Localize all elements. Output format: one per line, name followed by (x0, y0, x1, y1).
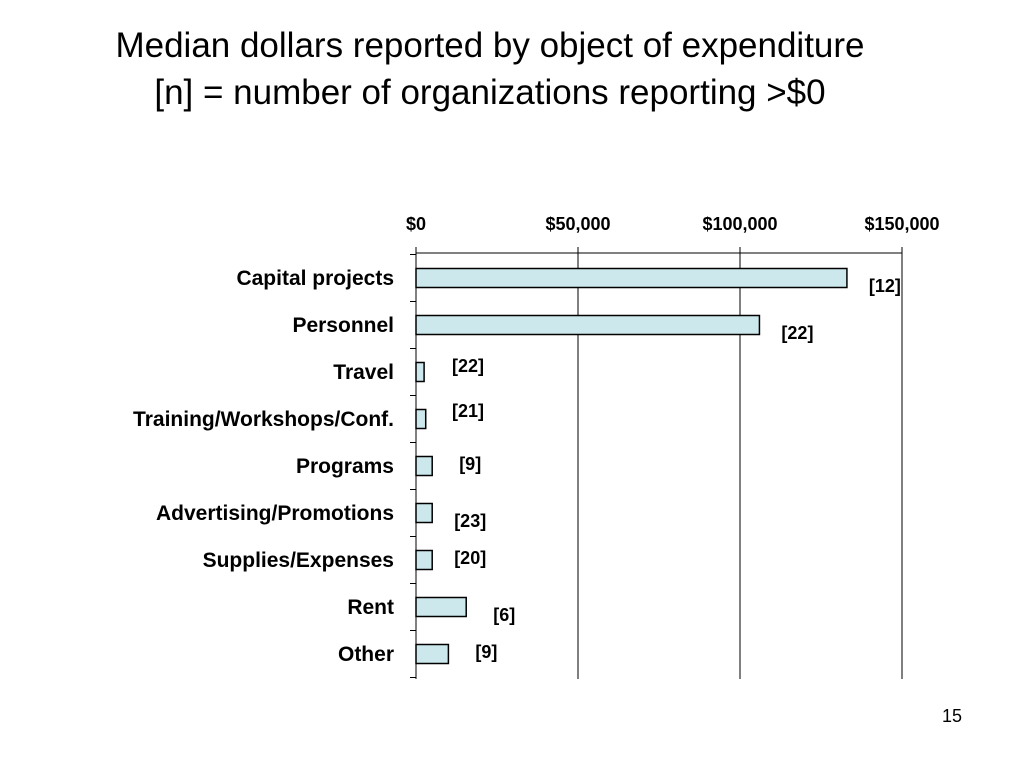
n-label: [22] (452, 356, 484, 376)
bar (415, 361, 425, 383)
category-label: Training/Workshops/Conf. (133, 408, 394, 431)
x-tick-label: $150,000 (864, 214, 939, 234)
bar (415, 549, 433, 571)
bar (415, 502, 433, 524)
bar (415, 643, 450, 665)
title-line-2: [n] = number of organizations reporting … (154, 73, 826, 112)
x-tick-label: $100,000 (702, 214, 777, 234)
category-label: Programs (296, 455, 394, 478)
category-label: Supplies/Expenses (203, 549, 394, 572)
bar (415, 314, 761, 336)
category-label: Capital projects (236, 267, 394, 290)
x-tick-label: $50,000 (545, 214, 610, 234)
n-label: [22] (781, 323, 813, 343)
n-label: [23] (454, 511, 486, 531)
bar (415, 596, 467, 618)
page-number: 15 (941, 706, 962, 726)
x-tick-label: $0 (406, 214, 426, 234)
bar (415, 267, 848, 289)
chart-title: Median dollars reported by object of exp… (0, 22, 980, 116)
labels: $0 $50,000 $100,000 $150,000 Capital project… (133, 214, 939, 666)
n-label: [12] (869, 276, 901, 296)
n-label: [9] (475, 642, 497, 662)
category-label: Other (338, 643, 394, 666)
category-label: Personnel (292, 314, 394, 337)
bar (415, 408, 427, 430)
n-label: [9] (459, 454, 481, 474)
category-label: Rent (347, 596, 394, 619)
axes (410, 247, 903, 679)
category-label: Travel (333, 361, 394, 384)
title-line-1: Median dollars reported by object of exp… (115, 26, 865, 65)
n-label: [21] (452, 401, 484, 421)
bars (415, 267, 848, 665)
category-label: Advertising/Promotions (156, 502, 394, 525)
n-label: [6] (493, 605, 515, 625)
n-label: [20] (454, 548, 486, 568)
bar (415, 455, 433, 477)
